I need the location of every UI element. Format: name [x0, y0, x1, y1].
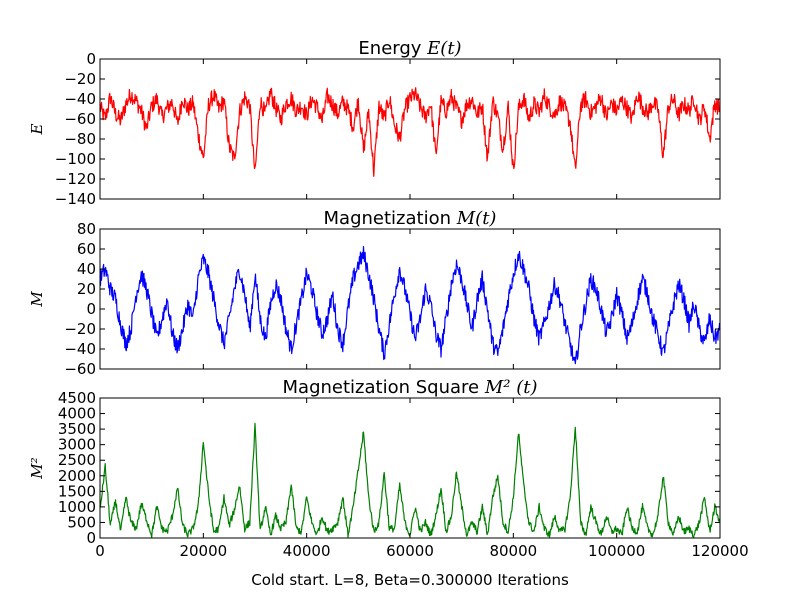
magnetization-ylabel: M: [28, 291, 46, 308]
magnetization-square-title: Magnetization Square M² (t): [283, 377, 538, 398]
panel-magnetization: 80 60 40 20 0 −20 −40 −60 Magnetization M(t) M: [28, 208, 721, 378]
xtick-label: 120000: [691, 542, 748, 560]
xtick-label: 0: [95, 542, 105, 560]
magnetization-square-ytick-label: 0: [86, 529, 96, 547]
energy-title: Energy E(t): [358, 38, 461, 59]
magnetization-square-ytick-label: 1000: [58, 498, 96, 516]
magnetization-ytick-label: 80: [77, 220, 96, 238]
xtick-label: 40000: [283, 542, 331, 560]
magnetization-ytick-label: 20: [77, 280, 96, 298]
x-axis-label: Cold start. L=8, Beta=0.300000 Iteration…: [251, 571, 569, 589]
xtick-label: 100000: [588, 542, 645, 560]
magnetization-series-line: [99, 246, 721, 365]
energy-ytick-label: −20: [64, 70, 96, 88]
magnetization-ytick-label: 60: [77, 240, 96, 258]
energy-ytick-label: 0: [86, 50, 96, 68]
xtick-label: 60000: [386, 542, 434, 560]
magnetization-ytick-label: −20: [64, 320, 96, 338]
magnetization-ytick-label: −60: [64, 360, 96, 378]
magnetization-square-ylabel: M²: [28, 457, 46, 479]
energy-ytick-label: −80: [64, 130, 96, 148]
magnetization-ytick-label: 40: [77, 260, 96, 278]
magnetization-square-ytick-label: 2500: [58, 451, 96, 469]
energy-ytick-label: −100: [55, 150, 96, 168]
energy-series-line: [99, 87, 721, 177]
magnetization-ytick-label: −40: [64, 340, 96, 358]
magnetization-square-ytick-label: 3500: [58, 420, 96, 438]
magnetization-ytick-label: 0: [86, 300, 96, 318]
energy-ytick-label: −40: [64, 90, 96, 108]
panels: 0 −20 −40 −60 −80 −100 −120 −140 Energy E(t) E 80 6…: [28, 38, 749, 560]
magnetization-square-ytick-label: 4000: [58, 405, 96, 423]
magnetization-square-ytick-label: 3000: [58, 436, 96, 454]
xtick-label: 20000: [179, 542, 227, 560]
xtick-label: 80000: [489, 542, 537, 560]
magnetization-square-ytick-label: 4500: [58, 389, 96, 407]
energy-ylabel: E: [28, 123, 46, 135]
magnetization-square-ytick-label: 1500: [58, 482, 96, 500]
magnetization-square-ytick-label: 500: [67, 513, 96, 531]
magnetization-title: Magnetization M(t): [324, 208, 497, 229]
panel-energy: 0 −20 −40 −60 −80 −100 −120 −140 Energy E(t) E: [28, 38, 721, 208]
energy-ytick-label: −60: [64, 110, 96, 128]
energy-ytick-label: −140: [55, 190, 96, 208]
energy-ytick-label: −120: [55, 170, 96, 188]
magnetization-square-ytick-label: 2000: [58, 467, 96, 485]
